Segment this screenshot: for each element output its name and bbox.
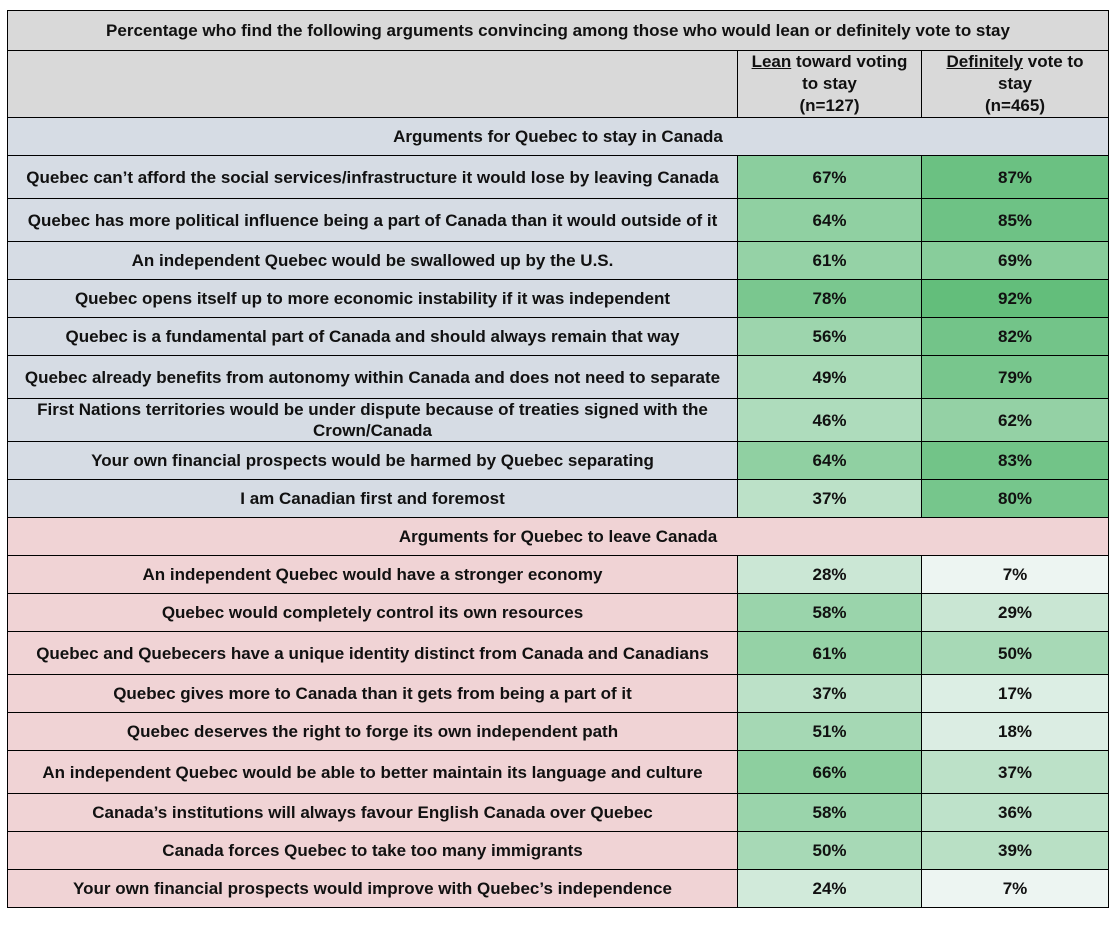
table-row: Quebec deserves the right to forge its o… [7, 712, 1109, 751]
definitely-value: 85% [921, 198, 1109, 242]
table-row: Quebec opens itself up to more economic … [7, 279, 1109, 318]
argument-label: An independent Quebec would be swallowed… [7, 241, 738, 280]
definitely-value: 18% [921, 712, 1109, 751]
header-lean-n: (n=127) [799, 96, 860, 115]
header-definitely: Definitely vote to stay (n=465) [921, 50, 1109, 118]
lean-value: 56% [737, 317, 922, 356]
definitely-value: 80% [921, 479, 1109, 518]
definitely-value: 87% [921, 155, 1109, 199]
header-lean-text: toward voting to stay [791, 52, 908, 93]
argument-label: An independent Quebec would have a stron… [7, 555, 738, 594]
section-row-stay: Arguments for Quebec to stay in Canada [7, 117, 1109, 156]
argument-label: An independent Quebec would be able to b… [7, 750, 738, 794]
header-definitely-n: (n=465) [985, 96, 1045, 115]
header-definitely-text: vote to stay [997, 52, 1084, 93]
header-blank [7, 50, 738, 118]
lean-value: 37% [737, 479, 922, 518]
table-row: Quebec and Quebecers have a unique ident… [7, 631, 1109, 675]
table-row: Your own financial prospects would be ha… [7, 441, 1109, 480]
section-row-leave: Arguments for Quebec to leave Canada [7, 517, 1109, 556]
lean-value: 64% [737, 198, 922, 242]
section-title: Arguments for Quebec to stay in Canada [7, 117, 1109, 156]
lean-value: 37% [737, 674, 922, 713]
section-title: Arguments for Quebec to leave Canada [7, 517, 1109, 556]
lean-value: 66% [737, 750, 922, 794]
header-definitely-emph: Definitely [946, 52, 1024, 71]
table-row: Quebec already benefits from autonomy wi… [7, 355, 1109, 399]
table-row: Quebec gives more to Canada than it gets… [7, 674, 1109, 713]
definitely-value: 62% [921, 398, 1109, 442]
header-lean: Lean toward voting to stay (n=127) [737, 50, 922, 118]
definitely-value: 69% [921, 241, 1109, 280]
definitely-value: 83% [921, 441, 1109, 480]
argument-label: Quebec can’t afford the social services/… [7, 155, 738, 199]
header-row: Lean toward voting to stay (n=127) Defini… [7, 50, 1109, 118]
header-lean-emph: Lean [751, 52, 792, 71]
argument-label: Quebec already benefits from autonomy wi… [7, 355, 738, 399]
argument-label: Quebec gives more to Canada than it gets… [7, 674, 738, 713]
definitely-value: 7% [921, 869, 1109, 908]
table-row: Canada’s institutions will always favour… [7, 793, 1109, 832]
lean-value: 51% [737, 712, 922, 751]
lean-value: 46% [737, 398, 922, 442]
lean-value: 67% [737, 155, 922, 199]
lean-value: 61% [737, 241, 922, 280]
definitely-value: 29% [921, 593, 1109, 632]
argument-label: Canada’s institutions will always favour… [7, 793, 738, 832]
table-row: Canada forces Quebec to take too many im… [7, 831, 1109, 870]
table-row: I am Canadian first and foremost 37% 80% [7, 479, 1109, 518]
argument-label: Your own financial prospects would be ha… [7, 441, 738, 480]
argument-label: Your own financial prospects would impro… [7, 869, 738, 908]
definitely-value: 17% [921, 674, 1109, 713]
lean-value: 49% [737, 355, 922, 399]
definitely-value: 79% [921, 355, 1109, 399]
lean-value: 58% [737, 793, 922, 832]
results-table: Percentage who find the following argume… [7, 10, 1109, 908]
definitely-value: 39% [921, 831, 1109, 870]
table-row: First Nations territories would be under… [7, 398, 1109, 442]
argument-label: Quebec deserves the right to forge its o… [7, 712, 738, 751]
lean-value: 61% [737, 631, 922, 675]
table-row: Your own financial prospects would impro… [7, 869, 1109, 908]
lean-value: 50% [737, 831, 922, 870]
title-row: Percentage who find the following argume… [7, 10, 1109, 51]
argument-label: Canada forces Quebec to take too many im… [7, 831, 738, 870]
argument-label: Quebec and Quebecers have a unique ident… [7, 631, 738, 675]
definitely-value: 50% [921, 631, 1109, 675]
table-row: An independent Quebec would be able to b… [7, 750, 1109, 794]
lean-value: 58% [737, 593, 922, 632]
argument-label: Quebec would completely control its own … [7, 593, 738, 632]
lean-value: 24% [737, 869, 922, 908]
lean-value: 78% [737, 279, 922, 318]
definitely-value: 36% [921, 793, 1109, 832]
table-row: Quebec would completely control its own … [7, 593, 1109, 632]
argument-label: Quebec is a fundamental part of Canada a… [7, 317, 738, 356]
lean-value: 28% [737, 555, 922, 594]
argument-label: Quebec opens itself up to more economic … [7, 279, 738, 318]
table-row: An independent Quebec would have a stron… [7, 555, 1109, 594]
argument-label: Quebec has more political influence bein… [7, 198, 738, 242]
table-row: Quebec has more political influence bein… [7, 198, 1109, 242]
definitely-value: 7% [921, 555, 1109, 594]
definitely-value: 37% [921, 750, 1109, 794]
table-row: Quebec is a fundamental part of Canada a… [7, 317, 1109, 356]
lean-value: 64% [737, 441, 922, 480]
table-row: Quebec can’t afford the social services/… [7, 155, 1109, 199]
argument-label: First Nations territories would be under… [7, 398, 738, 442]
table-title: Percentage who find the following argume… [7, 10, 1109, 51]
definitely-value: 92% [921, 279, 1109, 318]
table-row: An independent Quebec would be swallowed… [7, 241, 1109, 280]
definitely-value: 82% [921, 317, 1109, 356]
argument-label: I am Canadian first and foremost [7, 479, 738, 518]
